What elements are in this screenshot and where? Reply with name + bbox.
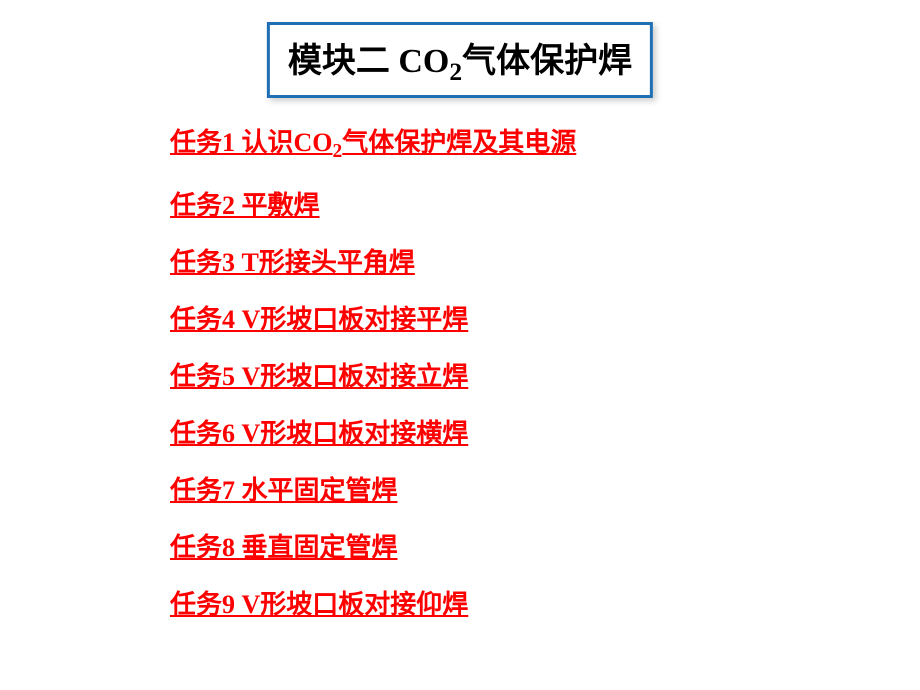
task-prefix: 任务1 认识CO (170, 128, 333, 157)
task-prefix: 任务3 T形接头平角焊 (170, 248, 415, 277)
task-prefix: 任务6 V形坡口板对接横焊 (170, 419, 468, 448)
task-link-8[interactable]: 任务8 垂直固定管焊 (170, 535, 576, 561)
module-title-box: 模块二 CO2气体保护焊 (267, 22, 653, 98)
title-subscript: 2 (449, 57, 462, 86)
task-prefix: 任务7 水平固定管焊 (170, 476, 398, 505)
task-list: 任务1 认识CO2气体保护焊及其电源任务2 平敷焊任务3 T形接头平角焊任务4 … (170, 130, 576, 649)
task-link-5[interactable]: 任务5 V形坡口板对接立焊 (170, 364, 576, 390)
title-prefix: 模块二 CO (288, 43, 450, 80)
task-link-4[interactable]: 任务4 V形坡口板对接平焊 (170, 307, 576, 333)
task-link-1[interactable]: 任务1 认识CO2气体保护焊及其电源 (170, 130, 576, 162)
task-link-2[interactable]: 任务2 平敷焊 (170, 193, 576, 219)
task-prefix: 任务2 平敷焊 (170, 191, 320, 220)
task-link-6[interactable]: 任务6 V形坡口板对接横焊 (170, 421, 576, 447)
task-suffix: 气体保护焊及其电源 (342, 128, 576, 157)
task-prefix: 任务8 垂直固定管焊 (170, 533, 398, 562)
task-prefix: 任务5 V形坡口板对接立焊 (170, 362, 468, 391)
task-prefix: 任务4 V形坡口板对接平焊 (170, 305, 468, 334)
task-link-3[interactable]: 任务3 T形接头平角焊 (170, 250, 576, 276)
task-link-7[interactable]: 任务7 水平固定管焊 (170, 478, 576, 504)
task-prefix: 任务9 V形坡口板对接仰焊 (170, 590, 468, 619)
task-link-9[interactable]: 任务9 V形坡口板对接仰焊 (170, 592, 576, 618)
title-suffix: 气体保护焊 (462, 43, 632, 80)
module-title: 模块二 CO2气体保护焊 (288, 43, 632, 80)
task-subscript: 2 (333, 141, 343, 162)
